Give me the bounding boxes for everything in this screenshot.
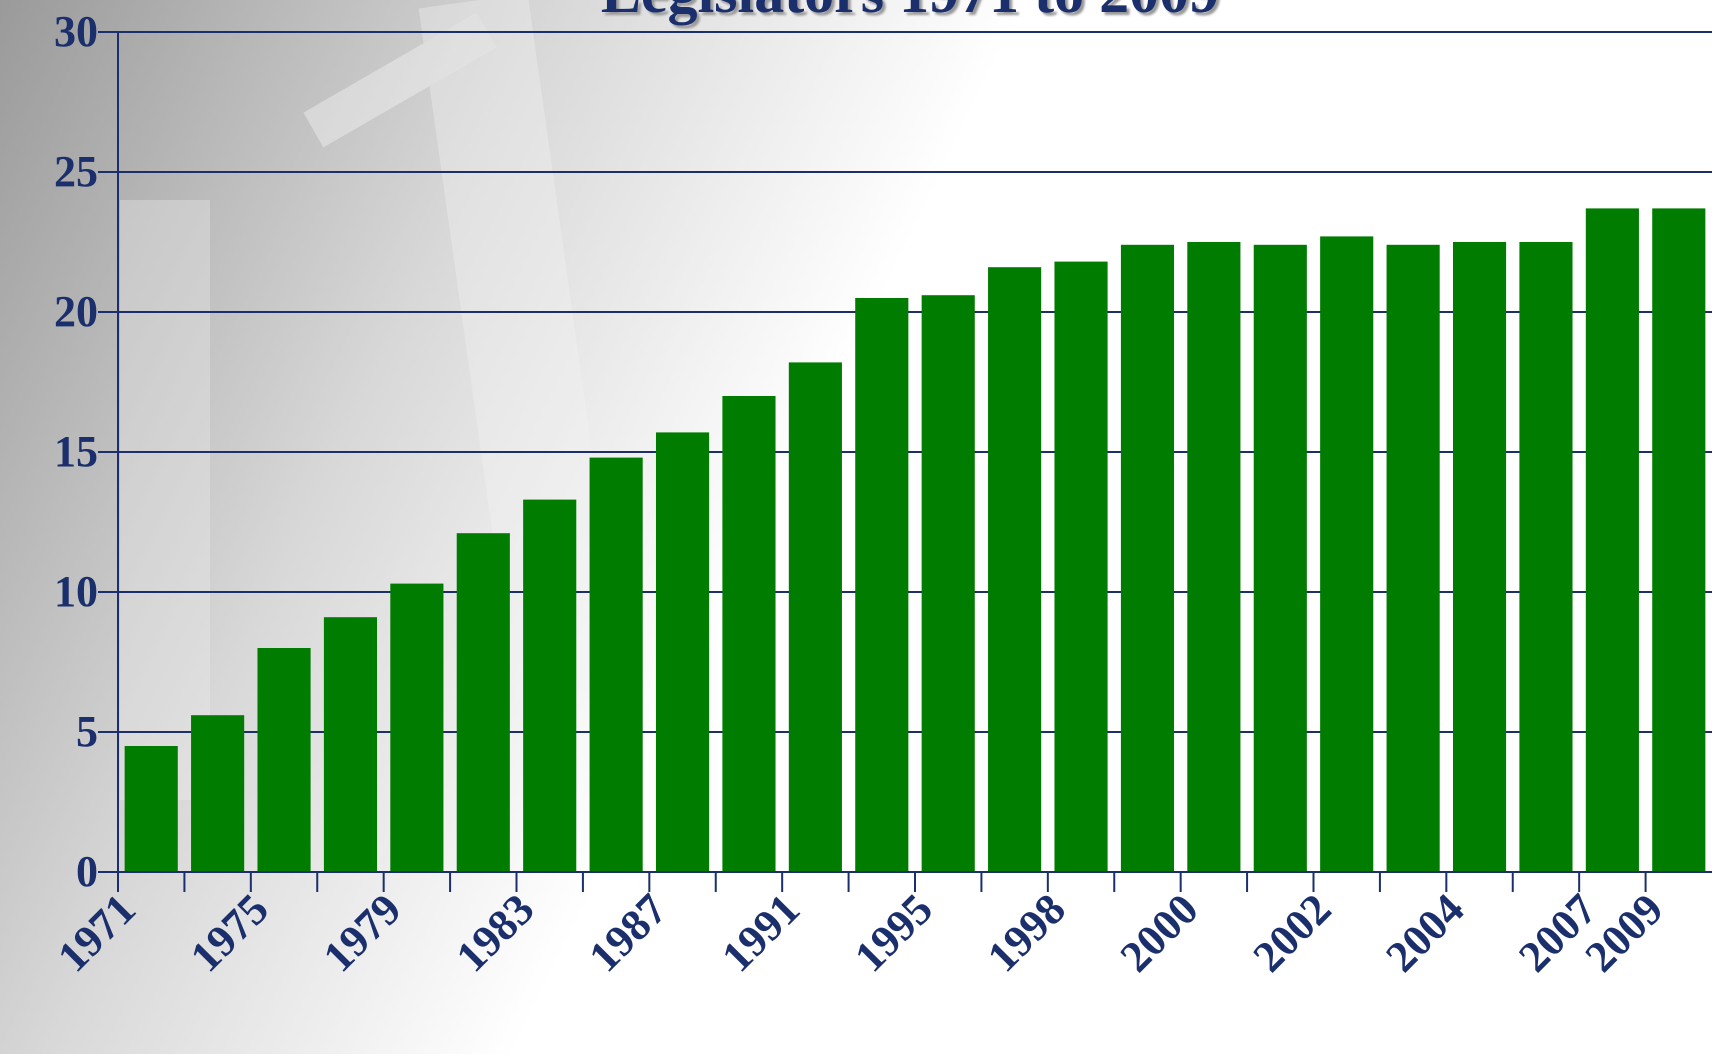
bar: [988, 267, 1042, 872]
bar: [1120, 244, 1175, 873]
bar: [456, 533, 510, 872]
bar: [855, 298, 909, 872]
bar: [257, 648, 311, 872]
bar: [323, 617, 378, 872]
y-tick-label: 5: [76, 707, 98, 756]
y-tick-label: 20: [54, 287, 98, 336]
y-tick-label: 0: [76, 847, 98, 896]
bar: [1452, 242, 1507, 872]
bar: [722, 396, 776, 872]
bar: [1585, 208, 1639, 872]
bar: [655, 432, 710, 872]
bar: [1187, 242, 1241, 872]
bar: [1519, 242, 1573, 872]
bar: [523, 499, 577, 872]
chart-title: Legislators 1971 to 2009: [601, 0, 1219, 25]
bar: [1054, 261, 1108, 873]
bar: [124, 746, 178, 872]
y-tick-label: 15: [54, 427, 98, 476]
bar: [191, 715, 245, 872]
y-tick-label: 25: [54, 147, 98, 196]
bar: [1386, 244, 1440, 873]
bar: [390, 583, 444, 872]
y-tick-label: 10: [54, 567, 98, 616]
y-tick-label: 30: [54, 7, 98, 56]
bar: [788, 362, 842, 872]
bar: [589, 457, 643, 872]
bar: [1652, 208, 1706, 872]
bar: [921, 295, 975, 872]
bar: [1253, 244, 1307, 873]
bar: [1320, 236, 1374, 872]
